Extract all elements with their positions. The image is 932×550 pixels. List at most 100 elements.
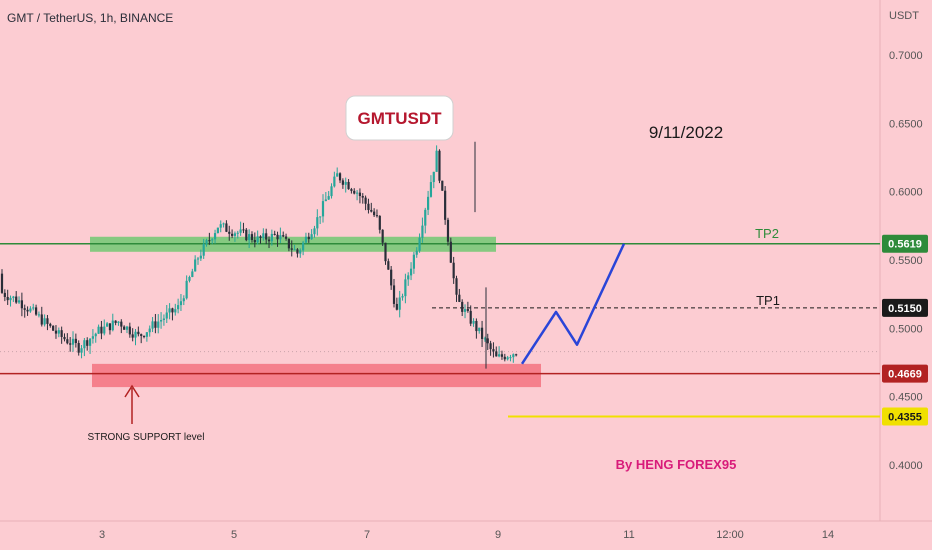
candle-body: [415, 250, 418, 255]
candle-body: [111, 320, 114, 331]
candle-body: [171, 308, 174, 313]
candle-body: [191, 271, 194, 278]
candle-body: [304, 236, 308, 243]
candle-body: [409, 268, 413, 276]
candle-body: [262, 233, 265, 238]
candle-body: [373, 211, 376, 216]
symbol-badge: GMTUSDT: [345, 95, 454, 141]
candle-body: [46, 318, 49, 324]
tp1-label: TP1: [756, 293, 780, 308]
projection-layer: [520, 243, 626, 365]
candle-body: [364, 197, 367, 204]
candle-body: [165, 312, 168, 319]
candle-body: [327, 196, 330, 200]
candle-body: [444, 190, 447, 220]
candle-body: [17, 300, 21, 303]
candle-body: [242, 229, 245, 231]
candle-body: [276, 234, 279, 240]
candle-body: [472, 320, 475, 324]
candle-body: [381, 229, 384, 243]
x-tick-label: 14: [822, 529, 834, 541]
candle-body: [168, 308, 171, 313]
price-badge-label: 0.5150: [888, 303, 922, 315]
currency-label: USDT: [889, 10, 919, 22]
candle-body: [483, 338, 487, 340]
candle-body: [478, 327, 481, 332]
candle-body: [131, 334, 134, 338]
candle-body: [154, 321, 157, 328]
candle-body: [515, 354, 518, 356]
symbol-badge-text: GMTUSDT: [357, 109, 442, 128]
candle-body: [128, 326, 131, 335]
price-badge-tp2: [882, 234, 928, 253]
candle-body: [0, 273, 4, 293]
candle-body: [228, 231, 231, 234]
candle-body: [188, 277, 191, 281]
candle-body: [12, 296, 15, 298]
x-tick-label: 3: [99, 529, 105, 541]
candle-body: [395, 303, 398, 310]
candle-body: [338, 173, 342, 181]
candle-body: [446, 219, 450, 242]
candle-body: [469, 310, 472, 324]
candle-body: [125, 326, 129, 330]
candle-body: [438, 150, 441, 181]
candle-body: [284, 236, 288, 239]
candle-body: [199, 255, 202, 259]
candle-body: [489, 343, 492, 350]
candle-body: [213, 233, 217, 240]
price-badge-label: 0.4669: [888, 369, 922, 381]
candle-body: [71, 338, 75, 345]
candle-body: [506, 357, 509, 360]
candle-body: [216, 227, 219, 234]
candle-body: [387, 261, 390, 270]
x-tick-label: 9: [495, 529, 501, 541]
candle-body: [222, 223, 225, 225]
candle-body: [426, 196, 430, 210]
candle-body: [455, 278, 458, 295]
candle-body: [205, 240, 208, 244]
candle-body: [461, 301, 464, 312]
candle-body: [353, 190, 356, 194]
candle-body: [34, 307, 38, 315]
candle-body: [49, 323, 52, 326]
candle-body: [179, 301, 183, 306]
candle-body: [239, 229, 242, 233]
candle-body: [74, 338, 77, 344]
candle-body: [248, 234, 251, 241]
candle-body: [29, 308, 32, 312]
candle-body: [503, 356, 506, 360]
candle-body: [509, 357, 512, 359]
candle-body: [60, 330, 63, 337]
candle-body: [32, 307, 35, 309]
y-tick-label: 0.7000: [889, 50, 923, 62]
candle-body: [463, 309, 467, 312]
y-tick-label: 0.5500: [889, 255, 923, 267]
candle-body: [466, 309, 469, 311]
candle-body: [97, 326, 100, 334]
candle-body: [159, 320, 163, 322]
x-tick-label: 7: [364, 529, 370, 541]
candle-body: [194, 259, 197, 272]
candle-body: [392, 285, 396, 304]
candle-body: [140, 334, 143, 336]
level-lines-layer: [0, 242, 880, 418]
candle-body: [458, 294, 461, 302]
candle-body: [498, 354, 501, 357]
candle-body: [290, 248, 293, 250]
y-tick-label: 0.6500: [889, 118, 923, 130]
candle-body: [321, 201, 325, 217]
candle-body: [15, 296, 18, 303]
candle-body: [279, 235, 282, 240]
candle-body: [307, 236, 310, 240]
price-badge-support: [882, 364, 928, 383]
candle-body: [253, 239, 256, 243]
candle-body: [52, 325, 55, 331]
y-tick-label: 0.4000: [889, 460, 923, 472]
candle-body: [66, 339, 69, 344]
candle-body: [233, 233, 237, 236]
candle-body: [177, 305, 180, 310]
candle-body: [185, 280, 188, 299]
candle-body: [259, 236, 262, 238]
support-label: STRONG SUPPORT level: [88, 432, 205, 443]
